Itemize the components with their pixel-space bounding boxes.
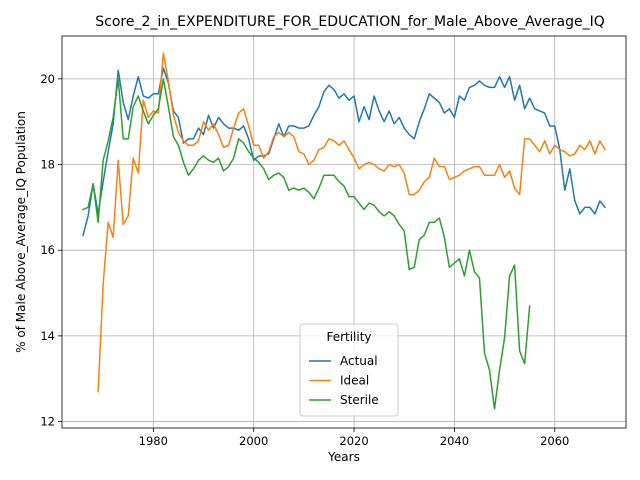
series-line-sterile: [82, 78, 531, 410]
y-tick-label: 14: [40, 329, 55, 343]
legend-title: Fertility: [326, 330, 371, 344]
legend-box: [299, 323, 399, 417]
legend-label-actual: Actual: [340, 354, 378, 368]
x-tick-label: 1980: [139, 434, 168, 448]
y-tick-label: 12: [40, 415, 55, 429]
legend-items: Actual Ideal Sterile: [309, 354, 379, 407]
y-tick-label: 20: [40, 72, 55, 86]
x-tick-label: 2000: [239, 434, 268, 448]
grid: [62, 36, 626, 428]
x-tick-label: 2040: [440, 434, 469, 448]
chart-title: Score_2_in_EXPENDITURE_FOR_EDUCATION_for…: [95, 14, 604, 30]
legend-label-ideal: Ideal: [340, 374, 369, 388]
y-tick-label: 18: [40, 158, 55, 172]
series-line-ideal: [97, 52, 606, 393]
x-tick-label: 2060: [540, 434, 569, 448]
x-axis-label: Years: [327, 450, 360, 464]
y-axis-label: % of Male Above_Average_IQ Population: [14, 111, 28, 353]
y-tick-label: 16: [40, 243, 55, 257]
legend-label-sterile: Sterile: [340, 393, 379, 407]
series-lines: [82, 52, 606, 410]
x-tick-label: 2020: [339, 434, 368, 448]
legend: Fertility Actual Ideal Sterile: [299, 323, 399, 417]
plot-frame: [61, 35, 627, 429]
axis-ticks: 1980 2000 2020 2040 2060 12 14 16 18 20: [40, 72, 569, 448]
